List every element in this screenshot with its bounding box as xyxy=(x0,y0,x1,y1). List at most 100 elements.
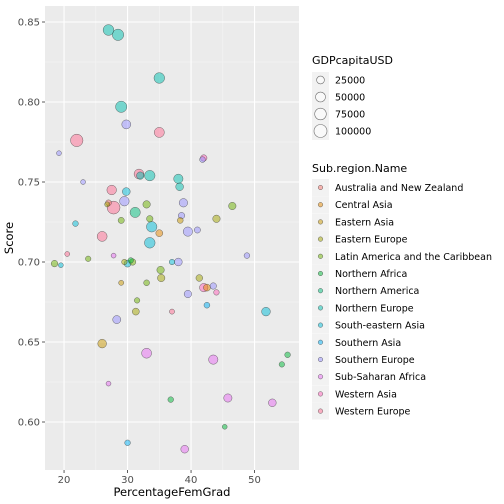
x-tick-label: 30 xyxy=(121,475,134,486)
data-point xyxy=(85,255,92,262)
size-legend-label: 100000 xyxy=(335,127,371,138)
data-point xyxy=(106,184,117,196)
color-legend-swatch xyxy=(317,408,324,414)
data-point xyxy=(146,221,158,233)
y-tick-label: 0.60 xyxy=(18,418,40,429)
y-tick-label: 0.70 xyxy=(18,258,40,269)
data-point xyxy=(174,257,183,267)
data-point xyxy=(115,100,128,113)
size-legend-label: 50000 xyxy=(335,93,365,104)
data-point xyxy=(177,217,184,224)
data-point xyxy=(112,28,124,41)
data-point xyxy=(156,266,165,274)
data-points xyxy=(50,24,291,454)
data-point xyxy=(102,24,115,36)
y-tick-label: 0.65 xyxy=(18,338,40,349)
data-point xyxy=(118,279,125,286)
color-legend-label: Southern Asia xyxy=(335,338,401,349)
color-legend-swatch xyxy=(317,202,324,208)
data-point xyxy=(213,289,220,296)
y-tick-label: 0.85 xyxy=(18,18,40,29)
size-legend-circle xyxy=(313,124,328,138)
data-point xyxy=(119,196,130,207)
color-legend-label: Latin America and the Caribbean xyxy=(335,252,492,263)
color-legend-label: Eastern Europe xyxy=(335,235,408,246)
data-point xyxy=(182,226,193,237)
y-tick-label: 0.75 xyxy=(18,178,40,189)
data-point xyxy=(58,262,64,268)
size-legend-label: 75000 xyxy=(335,110,365,121)
data-point xyxy=(180,445,189,454)
data-point xyxy=(104,201,111,208)
color-legend-swatch xyxy=(317,219,324,225)
data-point xyxy=(228,202,237,210)
data-point xyxy=(129,206,141,218)
data-point xyxy=(243,252,251,259)
data-point xyxy=(173,173,184,184)
x-axis-title: PercentageFemGrad xyxy=(114,485,231,499)
data-point xyxy=(212,214,221,223)
y-tick-label: 0.80 xyxy=(18,98,40,109)
data-point xyxy=(134,297,141,304)
data-point xyxy=(136,171,145,180)
data-point xyxy=(97,338,107,349)
size-legend-label: 25000 xyxy=(335,76,365,87)
data-point xyxy=(167,396,174,403)
data-point xyxy=(208,354,219,365)
data-point xyxy=(121,119,132,130)
color-legend-swatch xyxy=(317,391,324,397)
size-legend-circle xyxy=(315,91,326,103)
size-legend-circle xyxy=(316,75,325,85)
data-point xyxy=(221,424,228,430)
color-legend-swatch xyxy=(317,253,324,259)
color-legend-label: South-eastern Asia xyxy=(335,321,425,332)
data-point xyxy=(261,306,271,317)
data-point xyxy=(64,251,70,257)
color-legend-label: Western Asia xyxy=(335,389,397,400)
grid-lines xyxy=(45,6,299,470)
data-point xyxy=(127,257,134,264)
data-point xyxy=(80,179,86,185)
color-legend-label: Northern America xyxy=(335,286,419,297)
data-point xyxy=(155,229,164,237)
color-legend-label: Southern Europe xyxy=(335,355,415,366)
data-point xyxy=(169,308,175,315)
color-legend-label: Central Asia xyxy=(335,200,393,211)
color-legend-swatch xyxy=(317,305,324,311)
data-point xyxy=(105,380,112,387)
y-axis-title: Score xyxy=(2,222,16,254)
data-point xyxy=(132,307,140,316)
data-point xyxy=(175,182,184,191)
size-legend-circle xyxy=(314,107,327,121)
data-point xyxy=(122,187,131,196)
data-point xyxy=(121,258,128,266)
color-legend-label: Eastern Asia xyxy=(335,217,394,228)
data-point xyxy=(178,198,188,208)
data-point xyxy=(153,72,165,84)
data-point xyxy=(268,398,277,407)
size-legend-title: GDPcapitaUSD xyxy=(312,54,393,67)
legend: GDPcapitaUSD Sub.region.Name 25000 50000 7… xyxy=(312,54,492,420)
data-point xyxy=(157,274,166,282)
data-point xyxy=(154,127,165,138)
color-legend-title: Sub.region.Name xyxy=(312,162,407,175)
axes: 20 30 40 50 0.60 0.65 0.70 0.75 0.80 0.85 xyxy=(18,18,261,487)
data-point xyxy=(278,361,285,368)
data-point xyxy=(56,150,62,156)
data-point xyxy=(143,279,150,286)
data-point xyxy=(50,260,59,268)
color-legend-swatch xyxy=(317,374,324,380)
data-point xyxy=(203,302,211,309)
data-point xyxy=(117,217,125,224)
data-point xyxy=(70,133,84,147)
data-point xyxy=(195,274,203,282)
data-point xyxy=(284,351,291,358)
data-point xyxy=(96,231,108,242)
data-point xyxy=(124,439,131,446)
data-point xyxy=(203,283,211,292)
color-legend-label: Australia and New Zealand xyxy=(335,183,463,194)
data-point xyxy=(144,237,156,249)
color-legend-label: Northern Africa xyxy=(335,269,407,280)
